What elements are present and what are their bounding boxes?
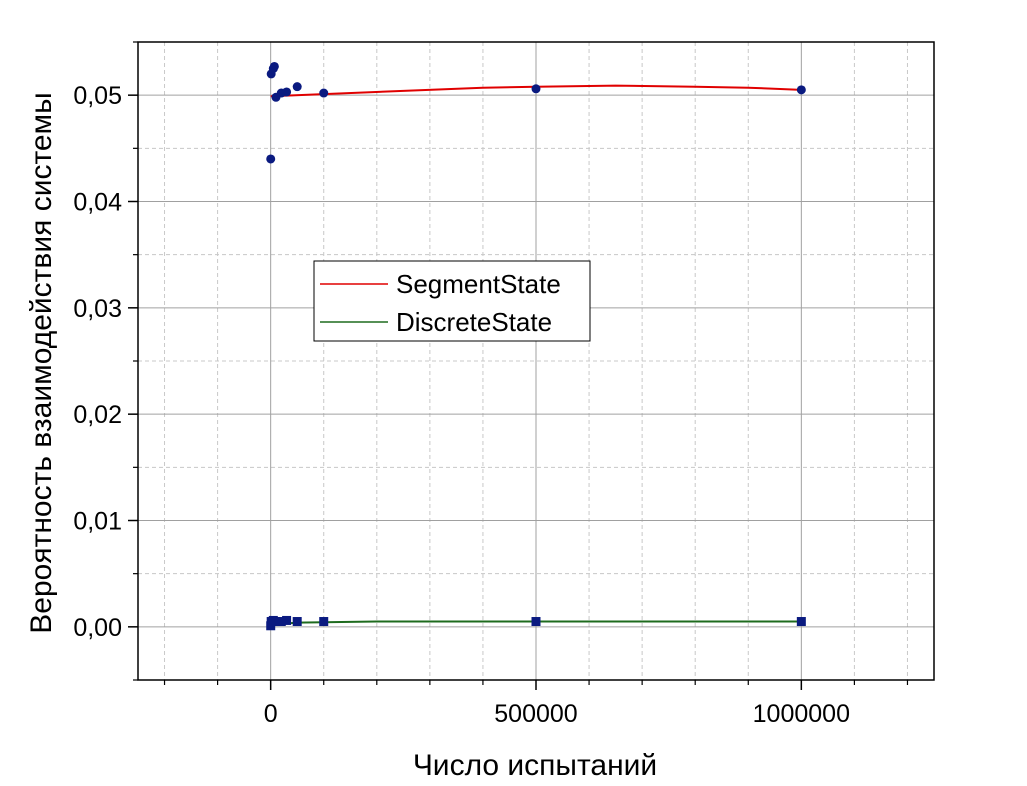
data-point <box>292 82 302 92</box>
data-point <box>796 617 806 627</box>
legend-label-discretestate: DiscreteState <box>396 307 552 337</box>
series-layer <box>266 61 806 631</box>
x-tick-label: 1000000 <box>753 700 850 728</box>
x-axis-label: Число испытаний <box>413 749 657 782</box>
data-point <box>282 615 292 625</box>
data-point <box>276 617 286 627</box>
legend: SegmentState DiscreteState <box>313 260 591 342</box>
data-point <box>531 617 541 627</box>
y-tick-label: 0,03 <box>73 295 122 323</box>
y-tick-label: 0,05 <box>73 82 122 110</box>
y-tick-label: 0,04 <box>73 189 122 217</box>
data-point <box>269 61 279 71</box>
series-segmentstate <box>266 61 806 164</box>
y-axis-label: Вероятность взаимодействия системы <box>25 92 58 633</box>
minor-grid <box>138 41 934 681</box>
data-point <box>319 617 329 627</box>
x-tick-label: 500000 <box>494 700 577 728</box>
data-point <box>292 617 302 627</box>
data-point <box>796 85 806 95</box>
y-tick-label: 0,00 <box>73 614 122 642</box>
data-point <box>531 84 541 94</box>
series-discretestate <box>266 615 806 631</box>
data-point <box>282 87 292 97</box>
data-point <box>319 88 329 98</box>
data-point <box>266 154 276 164</box>
y-tick-label: 0,02 <box>73 401 122 429</box>
y-tick-label: 0,01 <box>73 508 122 536</box>
legend-box <box>313 260 591 342</box>
legend-label-segmentstate: SegmentState <box>396 269 561 299</box>
x-tick-label: 0 <box>264 700 278 728</box>
data-point <box>271 617 281 627</box>
axis-ticks <box>128 41 909 690</box>
tick-labels: 0 500000 1000000 0,00 0,01 0,02 0,03 0,04 0,05 <box>73 82 850 728</box>
